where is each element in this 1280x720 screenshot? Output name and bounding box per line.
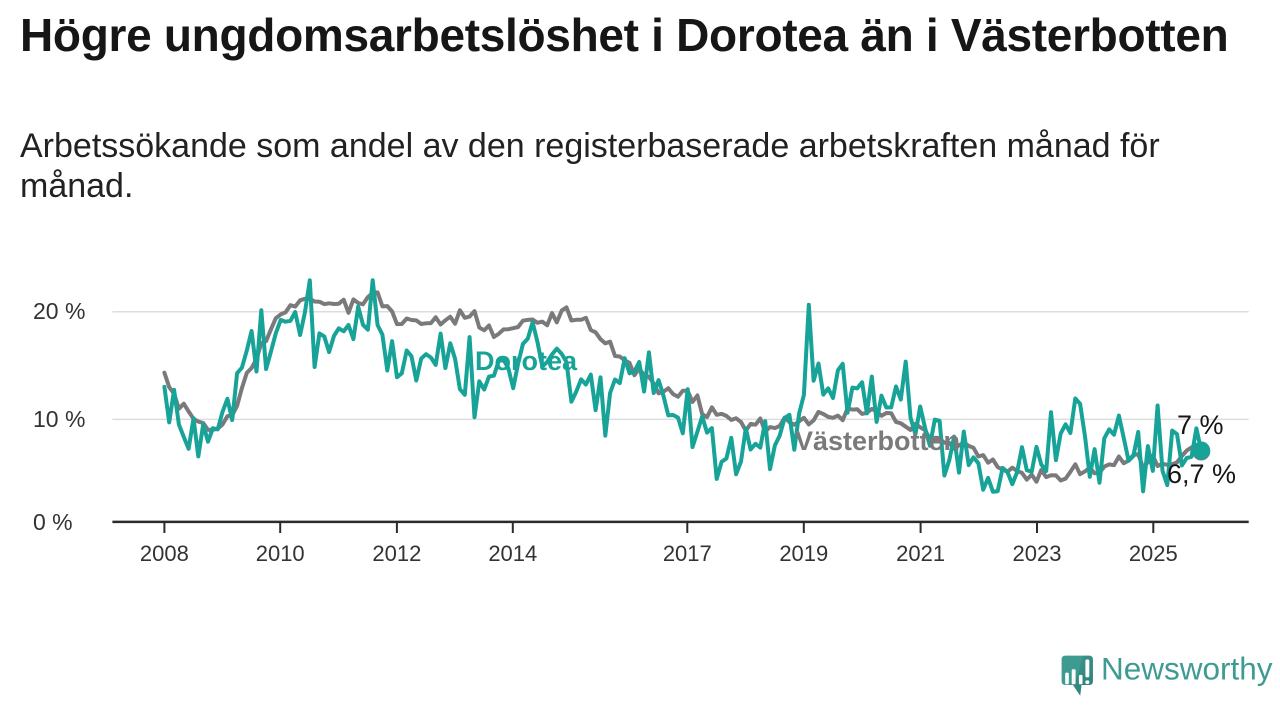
svg-text:2025: 2025 bbox=[1129, 541, 1178, 566]
svg-text:Newsworthy: Newsworthy bbox=[1101, 651, 1273, 687]
svg-text:2008: 2008 bbox=[140, 541, 189, 566]
svg-text:2017: 2017 bbox=[663, 541, 712, 566]
svg-text:2012: 2012 bbox=[372, 541, 421, 566]
svg-text:Dorotea: Dorotea bbox=[475, 346, 578, 376]
svg-text:2014: 2014 bbox=[488, 541, 537, 566]
svg-text:2019: 2019 bbox=[779, 541, 828, 566]
svg-text:0 %: 0 % bbox=[33, 509, 73, 535]
svg-text:2023: 2023 bbox=[1013, 541, 1062, 566]
svg-text:10 %: 10 % bbox=[33, 406, 85, 432]
svg-text:2010: 2010 bbox=[256, 541, 305, 566]
svg-text:Västerbotten: Västerbotten bbox=[795, 426, 960, 456]
svg-text:7 %: 7 % bbox=[1177, 410, 1224, 440]
svg-text:6,7 %: 6,7 % bbox=[1167, 459, 1236, 489]
svg-text:2021: 2021 bbox=[896, 541, 945, 566]
svg-text:20 %: 20 % bbox=[33, 298, 85, 324]
